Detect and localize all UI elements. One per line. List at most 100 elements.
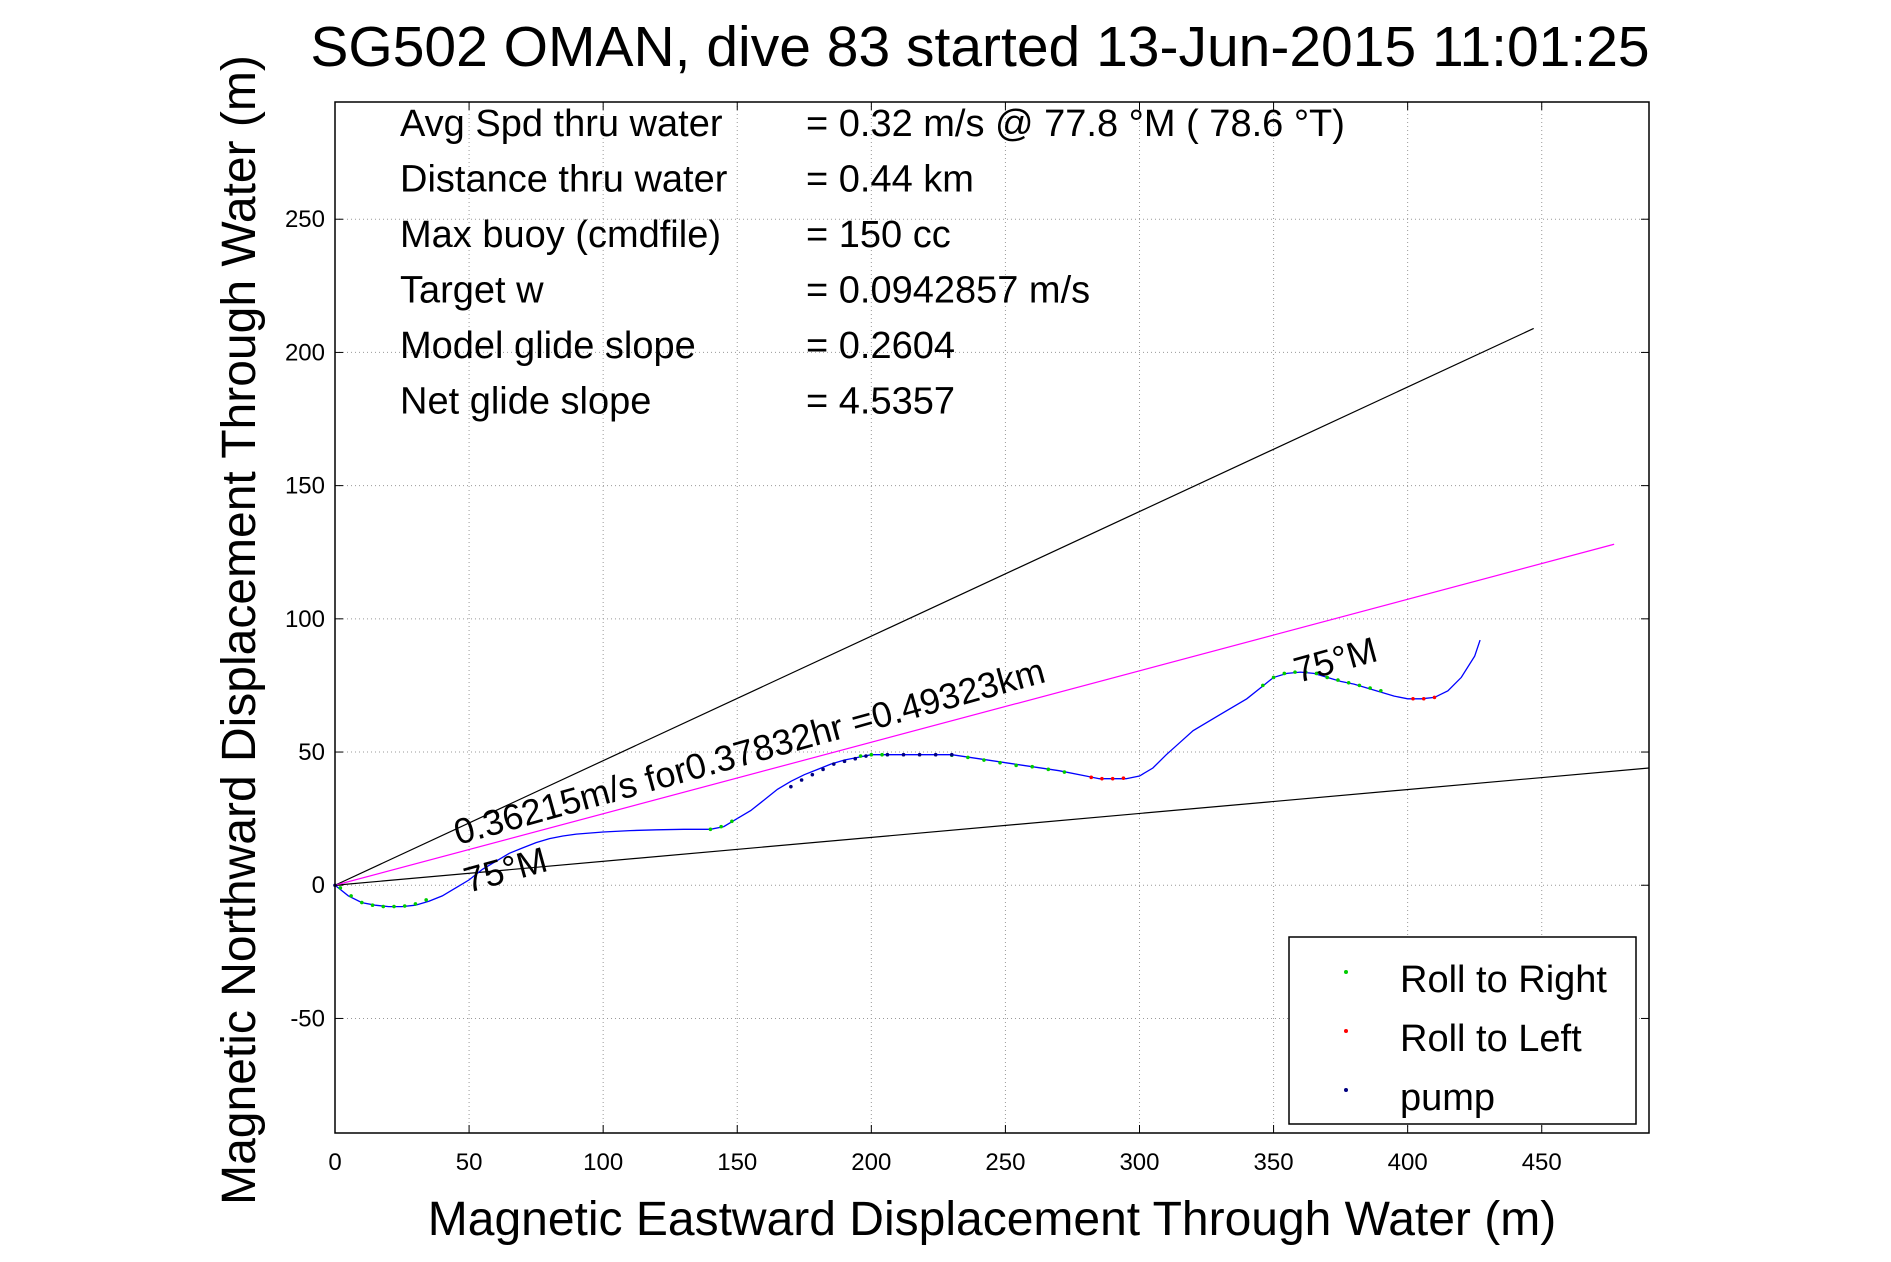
info-label: Net glide slope: [400, 381, 651, 423]
plot-frame: [334, 101, 1650, 1134]
y-tick-label: 0: [312, 872, 325, 899]
info-label: Distance thru water: [400, 159, 728, 201]
grid: [335, 102, 1649, 1133]
y-tick-label: 250: [285, 206, 325, 233]
x-tick-label: 450: [1522, 1149, 1562, 1176]
y-tick-label: 200: [285, 339, 325, 366]
y-tick-label: 100: [285, 606, 325, 633]
legend-marker-roll-right: [1344, 970, 1348, 974]
point-roll-to-right: [424, 898, 428, 902]
point-roll-to-right: [730, 819, 734, 824]
point-roll-to-right: [402, 904, 407, 908]
point-roll-to-right: [982, 758, 986, 762]
point-roll-to-right: [1368, 686, 1372, 690]
point-roll-to-right: [1014, 763, 1018, 768]
point-roll-to-right: [1379, 688, 1383, 693]
legend-label-roll-right: Roll to Right: [1400, 959, 1607, 1001]
reference-lines: [334, 327, 1650, 886]
legend-label-roll-left: Roll to Left: [1400, 1018, 1582, 1060]
y-tick-label: 150: [285, 473, 325, 500]
point-roll-to-right: [1336, 678, 1340, 682]
point-roll-to-left: [1121, 776, 1126, 780]
track-line: [334, 639, 1481, 908]
x-tick-label: 100: [583, 1149, 623, 1176]
point-roll-to-right: [1046, 767, 1051, 772]
info-value: = 0.44 km: [806, 159, 974, 201]
point-roll-to-right: [1357, 683, 1362, 688]
x-tick-label: 0: [328, 1149, 341, 1176]
point-roll-to-right: [719, 824, 723, 829]
point-pump: [853, 756, 858, 761]
point-roll-to-right: [966, 755, 970, 760]
y-axis-label: Magnetic Northward Displacement Through …: [213, 55, 266, 1205]
point-roll-to-right: [1325, 675, 1330, 680]
point-roll-to-right: [858, 754, 863, 758]
legend-marker-roll-left: [1344, 1029, 1348, 1033]
point-pump: [864, 754, 868, 758]
info-label: Avg Spd thru water: [400, 103, 723, 145]
x-axis-label: Magnetic Eastward Displacement Through W…: [428, 1193, 1556, 1246]
legend-marker-pump: [1344, 1088, 1348, 1092]
point-roll-to-right: [381, 904, 386, 909]
point-pump: [831, 762, 836, 766]
point-roll-to-right: [338, 886, 343, 890]
point-roll-to-left: [1110, 776, 1115, 781]
point-pump: [933, 752, 938, 757]
legend: Roll to Right Roll to Left pump: [1288, 936, 1637, 1125]
point-roll-to-right: [998, 760, 1002, 765]
chart-title: SG502 OMAN, dive 83 started 13-Jun-2015 …: [310, 15, 1649, 79]
point-roll-to-right: [880, 752, 884, 757]
point-pump: [789, 784, 793, 789]
point-pump: [810, 772, 815, 777]
point-roll-to-right: [1261, 683, 1265, 688]
point-roll-to-left: [1100, 776, 1104, 781]
point-pump: [842, 759, 847, 764]
point-roll-to-right: [349, 894, 353, 898]
point-roll-to-left: [1089, 775, 1094, 780]
axis-ticks: 0 50 100 150 200 250 300 350 400 450 -50 0 50 100 150 2…: [285, 102, 1649, 1176]
point-roll-to-right: [1346, 680, 1351, 685]
x-tick-label: 350: [1254, 1149, 1294, 1176]
point-roll-to-right: [413, 902, 418, 906]
info-label: Model glide slope: [400, 325, 696, 367]
y-tick-label: -50: [290, 1005, 325, 1032]
point-roll-to-left: [1411, 696, 1415, 701]
point-roll-to-right: [1282, 671, 1287, 676]
x-tick-label: 150: [717, 1149, 757, 1176]
info-label: Target w: [400, 270, 544, 312]
data-series: [333, 639, 1481, 909]
point-roll-to-right: [1062, 770, 1067, 774]
ref-line-average-track: [334, 543, 1615, 886]
point-pump: [949, 752, 954, 757]
x-tick-label: 200: [851, 1149, 891, 1176]
info-block: Avg Spd thru water = 0.32 m/s @ 77.8 °M (…: [400, 103, 1345, 423]
info-value: = 4.5357: [806, 381, 955, 423]
x-tick-label: 50: [456, 1149, 483, 1176]
point-roll-to-right: [1030, 764, 1035, 769]
point-roll-to-right: [1271, 675, 1276, 680]
info-value: = 0.0942857 m/s: [806, 270, 1090, 312]
point-roll-to-left: [1421, 696, 1426, 701]
legend-label-pump: pump: [1400, 1077, 1495, 1119]
point-roll-to-right: [360, 900, 364, 905]
x-tick-label: 400: [1388, 1149, 1428, 1176]
point-pump: [821, 767, 825, 772]
point-roll-to-right: [392, 904, 396, 909]
point-roll-to-right: [869, 752, 874, 757]
point-roll-to-right: [1314, 671, 1319, 676]
info-value: = 0.2604: [806, 325, 955, 367]
y-tick-label: 50: [298, 739, 325, 766]
point-roll-to-right: [1303, 670, 1308, 674]
x-tick-label: 250: [985, 1149, 1025, 1176]
point-roll-to-right: [1293, 670, 1297, 674]
point-pump: [885, 752, 890, 757]
info-value: = 0.32 m/s @ 77.8 °M ( 78.6 °T): [806, 103, 1345, 145]
info-label: Max buoy (cmdfile): [400, 214, 721, 256]
point-pump: [901, 752, 906, 757]
point-roll-to-left: [1432, 695, 1437, 700]
point-roll-to-right: [370, 903, 375, 908]
point-pump: [799, 778, 804, 782]
point-roll-to-right: [708, 827, 713, 832]
x-tick-label: 300: [1119, 1149, 1159, 1176]
